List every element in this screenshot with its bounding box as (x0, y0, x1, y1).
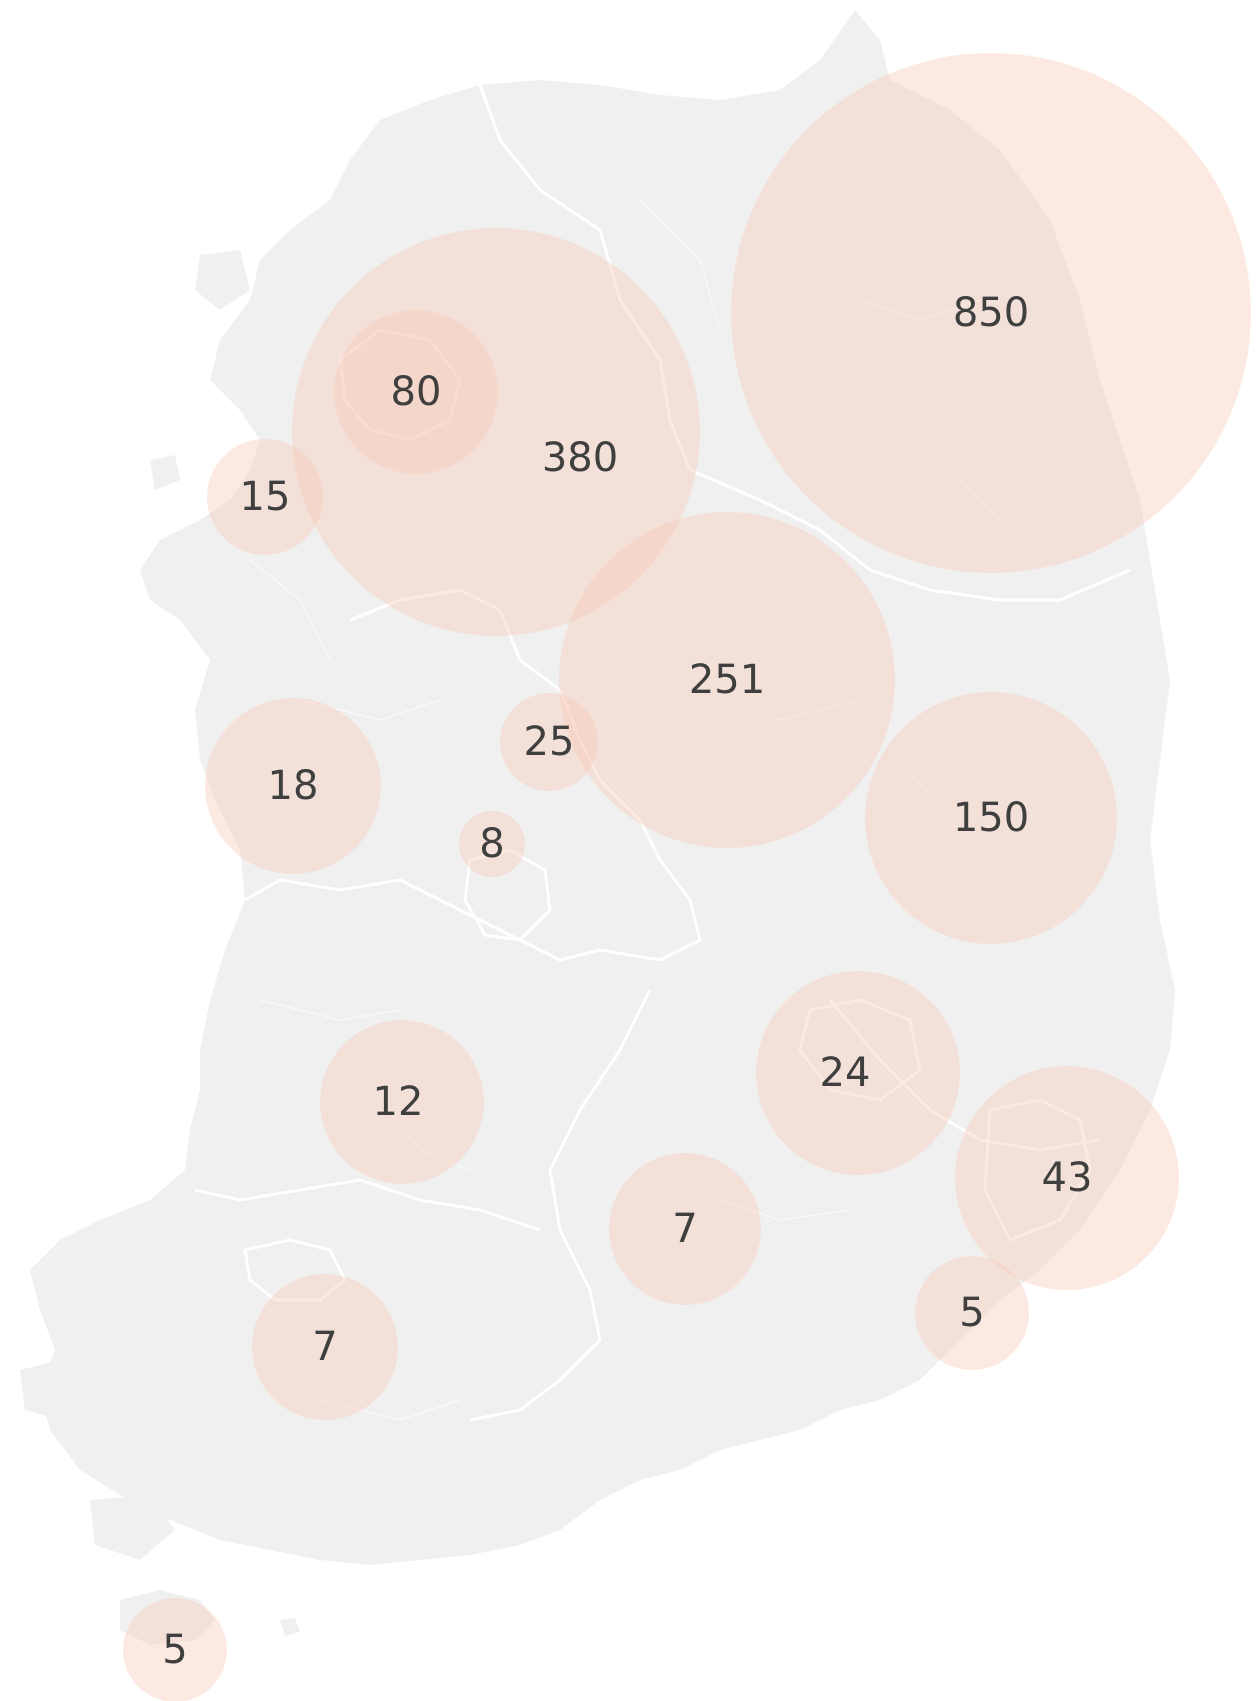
bubble-chungbuk-label: 251 (689, 657, 765, 703)
land-layer (20, 10, 1175, 1645)
bubble-gyeongbuk-circle[interactable] (865, 692, 1117, 944)
bubble-daejeon-label: 8 (479, 821, 504, 867)
bubble-gyeonggi-circle[interactable] (292, 228, 700, 636)
bubble-gyeonggi-label: 380 (542, 435, 618, 481)
bubble-chungnam-label: 18 (268, 763, 319, 809)
bubble-gangwon-circle[interactable] (731, 53, 1251, 573)
bubble-gyeongbuk[interactable]: 150 (865, 692, 1117, 944)
province-border-east (828, 999, 1101, 1152)
district-lines-b (249, 199, 1001, 1171)
bubble-jeonnam[interactable]: 7 (252, 1274, 398, 1420)
bubble-jeju-circle[interactable] (123, 1598, 227, 1701)
metro-border-daegu (798, 998, 922, 1102)
bubble-gyeongbuk-label: 150 (953, 795, 1029, 841)
province-border-north (478, 84, 1131, 602)
province-border-central (244, 588, 702, 962)
bubble-daegu-label: 24 (820, 1050, 871, 1096)
bubble-chungbuk[interactable]: 251 (559, 512, 895, 848)
south-coast-islands-b (90, 1495, 175, 1560)
bubble-busan-south-circle[interactable] (915, 1256, 1029, 1370)
metro-border-gwangju (243, 1238, 347, 1302)
bubble-busan-south-label: 5 (959, 1290, 984, 1336)
west-islands (195, 250, 250, 310)
bubble-west-islands-circle[interactable] (207, 439, 323, 555)
bubble-daejeon-circle[interactable] (459, 811, 525, 877)
bubble-gangwon[interactable]: 850 (731, 53, 1251, 573)
east-small-island (280, 1618, 300, 1636)
bubble-ulsan-busan[interactable]: 43 (955, 1066, 1179, 1290)
south-coast-islands-a (20, 1360, 80, 1420)
bubble-busan-south[interactable]: 5 (915, 1256, 1029, 1370)
bubble-gangwon-label: 850 (953, 290, 1029, 336)
bubble-gyeongnam-circle[interactable] (609, 1153, 761, 1305)
bubble-sejong-label: 25 (524, 719, 575, 765)
bubble-jeonbuk-circle[interactable] (320, 1020, 484, 1184)
west-islands-b (150, 455, 180, 490)
bubble-west-islands-label: 15 (240, 474, 291, 520)
bubble-jeonnam-label: 7 (312, 1324, 337, 1370)
bubble-sejong-circle[interactable] (500, 693, 598, 791)
bubble-ulsan-busan-label: 43 (1042, 1155, 1093, 1201)
metro-border-daejeon (463, 848, 552, 942)
bubble-gyeongnam[interactable]: 7 (609, 1153, 761, 1305)
bubble-jeju-label: 5 (162, 1627, 187, 1673)
bubble-chungnam[interactable]: 18 (205, 698, 381, 874)
bubble-jeonnam-circle[interactable] (252, 1274, 398, 1420)
province-border-south (469, 989, 652, 1422)
district-lines-a (259, 299, 981, 1421)
metro-border-ulsan (983, 1098, 1092, 1242)
province-border-southwest (194, 1178, 541, 1232)
bubble-daejeon[interactable]: 8 (459, 811, 525, 877)
bubble-incheon[interactable]: 80 (334, 310, 498, 474)
bubble-jeonbuk-label: 12 (373, 1079, 424, 1125)
bubble-gyeonggi[interactable]: 380 (292, 228, 700, 636)
bubble-chungnam-circle[interactable] (205, 698, 381, 874)
bubble-ulsan-busan-circle[interactable] (955, 1066, 1179, 1290)
jeju-island (120, 1590, 215, 1645)
bubble-sejong[interactable]: 25 (500, 693, 598, 791)
bubble-west-islands[interactable]: 15 (207, 439, 323, 555)
bubble-incheon-label: 80 (391, 369, 442, 415)
bubble-daegu-circle[interactable] (756, 971, 960, 1175)
bubble-jeonbuk[interactable]: 12 (320, 1020, 484, 1184)
bubble-chungbuk-circle[interactable] (559, 512, 895, 848)
bubble-gyeongnam-label: 7 (672, 1206, 697, 1252)
bubble-layer: 850 380 251 150 80 43 (123, 53, 1251, 1701)
metro-border-incheon-seoul (338, 328, 462, 442)
bubble-daegu[interactable]: 24 (756, 971, 960, 1175)
bubble-incheon-circle[interactable] (334, 310, 498, 474)
bubble-jeju[interactable]: 5 (123, 1598, 227, 1701)
mainland-shape (30, 10, 1175, 1565)
